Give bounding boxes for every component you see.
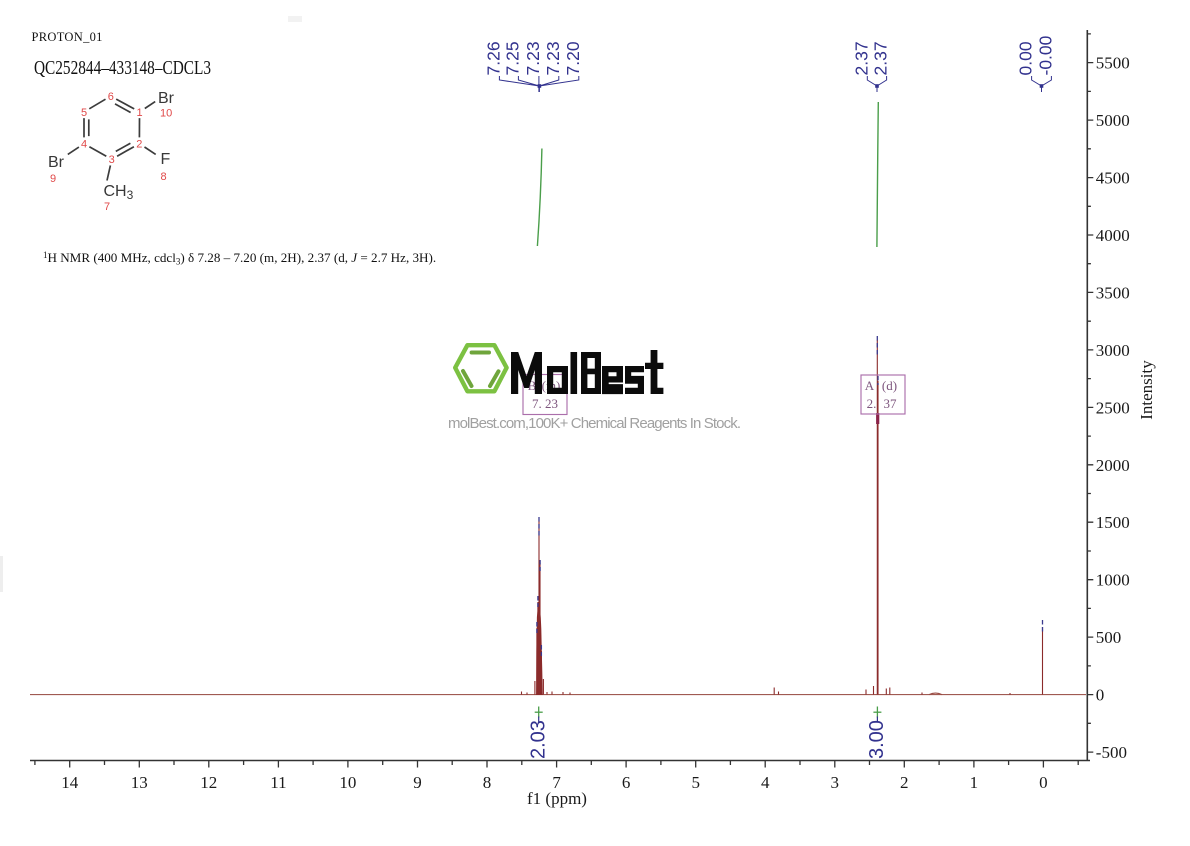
svg-text:7.23: 7.23 [523,41,543,75]
svg-text:9: 9 [413,773,422,792]
svg-text:QC252844–433148–CDCL3: QC252844–433148–CDCL3 [34,57,211,79]
svg-text:12: 12 [200,773,217,792]
svg-text:8: 8 [161,171,167,183]
svg-text:10: 10 [339,773,356,792]
svg-text:2: 2 [900,773,909,792]
svg-text:4500: 4500 [1096,169,1130,188]
svg-text:5: 5 [691,773,700,792]
svg-text:0: 0 [1039,773,1048,792]
svg-text:-500: -500 [1096,743,1127,762]
svg-text:4000: 4000 [1096,226,1130,245]
svg-text:2: 2 [136,139,142,151]
svg-text:molBest.com,100K+ Chemical Rea: molBest.com,100K+ Chemical Reagents In S… [448,415,741,432]
svg-text:11: 11 [270,773,286,792]
svg-text:7. 23: 7. 23 [532,396,558,411]
svg-text:f1 (ppm): f1 (ppm) [527,789,587,808]
svg-text:7: 7 [104,201,110,213]
svg-text:14: 14 [61,773,79,792]
svg-text:10: 10 [160,108,172,120]
svg-text:5000: 5000 [1096,111,1130,130]
svg-text:PROTON_01: PROTON_01 [32,30,103,44]
svg-text:8: 8 [483,773,492,792]
svg-text:1: 1 [137,107,143,119]
svg-text:2.: 2. [867,396,877,411]
svg-text:Intensity: Intensity [1137,360,1156,420]
svg-text:2.37: 2.37 [871,41,891,75]
svg-text:2.37: 2.37 [851,41,871,75]
svg-text:(d): (d) [882,378,897,393]
svg-text:7: 7 [552,773,561,792]
svg-text:7.20: 7.20 [563,41,583,75]
svg-text:-0.00: -0.00 [1035,35,1055,75]
svg-text:4: 4 [81,139,87,151]
svg-text:3500: 3500 [1096,283,1130,302]
svg-text:Br: Br [48,154,65,171]
svg-text:7.26: 7.26 [483,41,503,75]
svg-text:3.00: 3.00 [866,720,888,759]
svg-text:6: 6 [622,773,631,792]
svg-text:13: 13 [131,773,148,792]
svg-text:5500: 5500 [1096,54,1130,73]
svg-text:37: 37 [884,396,898,411]
svg-text:3000: 3000 [1096,341,1130,360]
svg-text:2000: 2000 [1096,456,1130,475]
svg-text:Br: Br [158,90,175,107]
svg-text:CH3: CH3 [104,183,134,202]
svg-text:B: B [528,378,537,393]
svg-text:7.23: 7.23 [543,41,563,75]
svg-text:3: 3 [109,154,115,166]
svg-text:0: 0 [1096,686,1105,705]
svg-text:2500: 2500 [1096,398,1130,417]
svg-text:6: 6 [108,91,114,103]
svg-text:1H NMR (400 MHz, cdcl3) δ 7.28: 1H NMR (400 MHz, cdcl3) δ 7.28 – 7.20 (m… [43,250,436,267]
svg-text:1000: 1000 [1096,571,1130,590]
svg-text:5: 5 [81,107,87,119]
svg-text:3: 3 [831,773,840,792]
svg-text:1500: 1500 [1096,513,1130,532]
svg-text:7.25: 7.25 [502,41,522,75]
svg-text:0.00: 0.00 [1016,41,1036,75]
svg-text:2.03: 2.03 [528,720,550,759]
svg-text:9: 9 [50,173,56,185]
svg-text:1: 1 [970,773,979,792]
svg-text:500: 500 [1096,628,1122,647]
svg-text:F: F [161,151,171,168]
svg-text:4: 4 [761,773,770,792]
svg-text:A: A [865,378,875,393]
